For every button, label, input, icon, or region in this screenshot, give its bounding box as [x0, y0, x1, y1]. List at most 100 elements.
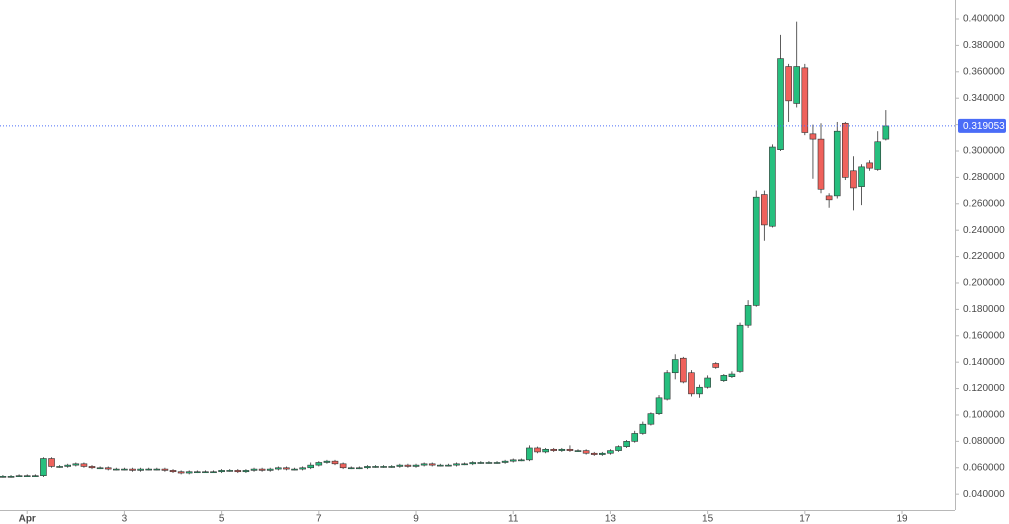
- candle-body: [558, 448, 566, 451]
- candle-body: [882, 125, 890, 140]
- candle-body: [356, 467, 363, 470]
- candle-body: [299, 467, 306, 470]
- x-tick-label: 15: [702, 514, 714, 524]
- candle-body: [461, 463, 468, 466]
- candle-body: [728, 373, 736, 377]
- candle-body: [194, 471, 201, 474]
- candle-body: [550, 448, 558, 451]
- y-tick-label: 0.400000: [963, 14, 1005, 25]
- y-tick-label: 0.360000: [963, 66, 1005, 77]
- candle-body: [210, 471, 217, 474]
- candle-body: [380, 466, 387, 468]
- candle-body: [720, 375, 728, 381]
- candle-body: [534, 447, 541, 453]
- candle-body: [15, 475, 23, 477]
- x-tick-label: 19: [896, 514, 908, 524]
- candle-body: [177, 471, 185, 474]
- candle-body: [866, 162, 873, 169]
- candle-body: [323, 460, 331, 463]
- candle-body: [169, 470, 177, 473]
- candle-body: [307, 464, 315, 469]
- candle-body: [582, 450, 590, 454]
- candle-body: [113, 468, 120, 471]
- candle-body: [64, 464, 72, 467]
- candle-body: [842, 122, 849, 178]
- candle-body: [32, 475, 39, 477]
- candle-body: [615, 446, 622, 451]
- candle-body: [96, 467, 104, 470]
- candle-body: [704, 377, 711, 388]
- candle-body: [23, 475, 31, 477]
- candle-body: [566, 448, 574, 451]
- candle-body: [129, 468, 136, 471]
- candle-body: [761, 194, 768, 226]
- candle-body: [104, 467, 112, 470]
- last-price-box: [958, 118, 1006, 133]
- y-tick-label: 0.160000: [963, 330, 1005, 341]
- y-tick-label: 0.140000: [963, 357, 1005, 368]
- y-tick-label: 0.080000: [963, 436, 1005, 447]
- last-price-label: 0.319053: [963, 121, 1005, 132]
- y-tick-label: 0.180000: [963, 304, 1005, 315]
- y-tick-label: 0.220000: [963, 251, 1005, 262]
- candle-body: [40, 458, 47, 476]
- candle-body: [469, 462, 477, 465]
- candle-body: [0, 476, 7, 478]
- candle-body: [88, 466, 96, 469]
- candle-body: [542, 448, 549, 453]
- y-tick-label: 0.120000: [963, 383, 1005, 394]
- candle-body: [712, 363, 720, 368]
- candle-body: [777, 58, 784, 150]
- candle-body: [226, 470, 234, 472]
- y-tick-label: 0.060000: [963, 462, 1005, 473]
- candle-body: [858, 166, 865, 187]
- candle-body: [850, 170, 857, 189]
- candle-body: [599, 452, 606, 455]
- candle-body: [574, 450, 582, 452]
- candle-body: [874, 141, 882, 170]
- candle-body: [412, 464, 420, 467]
- candle-body: [769, 146, 776, 227]
- x-tick-label: Apr: [19, 514, 36, 524]
- candle-body: [396, 464, 404, 467]
- candle-body: [477, 462, 485, 464]
- candle-body: [283, 467, 290, 470]
- candle-body: [185, 471, 193, 474]
- candle-body: [234, 470, 242, 473]
- candle-body: [347, 467, 355, 470]
- candle-body: [56, 466, 63, 468]
- candle-body: [420, 463, 428, 466]
- candle-body: [680, 357, 687, 383]
- y-tick-label: 0.340000: [963, 93, 1005, 104]
- y-tick-label: 0.200000: [963, 278, 1005, 289]
- candle-body: [793, 66, 801, 104]
- candle-body: [623, 441, 630, 447]
- candle-body: [339, 463, 347, 469]
- candle-body: [372, 466, 379, 468]
- candle-body: [752, 196, 760, 306]
- candle-body: [453, 463, 460, 466]
- candle-body: [428, 463, 436, 466]
- candle-body: [817, 138, 825, 190]
- candle-body: [72, 463, 80, 466]
- y-tick-label: 0.260000: [963, 198, 1005, 209]
- candle-body: [137, 468, 144, 471]
- candle-body: [153, 468, 161, 471]
- candle-body: [809, 133, 817, 140]
- candle-body: [258, 468, 266, 471]
- candle-body: [736, 324, 744, 372]
- candle-body: [315, 462, 323, 466]
- candle-body: [590, 452, 598, 455]
- candle-body: [671, 359, 679, 374]
- x-tick-label: 11: [508, 514, 519, 524]
- candle-body: [145, 468, 153, 471]
- candle-body: [785, 66, 792, 102]
- candle-body: [388, 466, 396, 468]
- candle-body: [445, 464, 452, 467]
- candle-body: [631, 433, 639, 442]
- y-tick-label: 0.300000: [963, 146, 1005, 157]
- candle-body: [493, 462, 501, 464]
- candle-body: [509, 459, 517, 462]
